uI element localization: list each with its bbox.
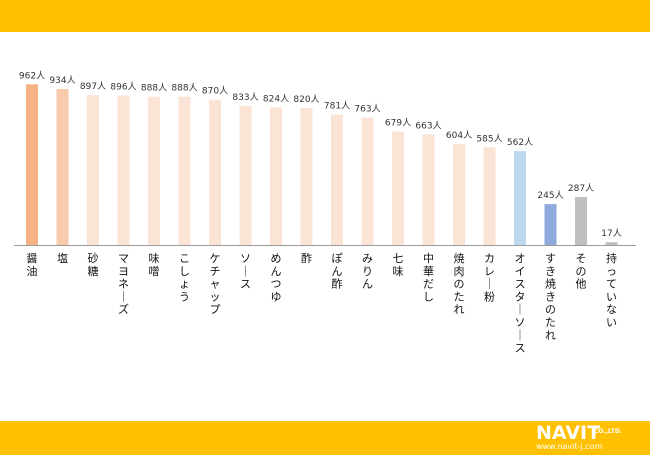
category-labels-group: 醤油 塩 砂糖 マヨネ｜ズ 味噌 こしょう ケチャップ ソ｜ス めんつゆ 酢 ぽん酢 みりん 七味 中華だ…	[27, 251, 618, 355]
bar-10	[300, 108, 313, 245]
logo-suffix: CO.,LTD.	[594, 428, 623, 435]
bar-13	[392, 131, 404, 245]
value-label-13: 679人	[385, 118, 411, 129]
bar-11	[331, 114, 343, 245]
value-labels-group: 962人 934人 897人 896人 888人 888人 870人 833人 824人 820人…	[19, 70, 622, 239]
category-label-16: カレ｜粉	[484, 252, 495, 303]
category-label-10: 酢	[301, 251, 312, 265]
value-label-15: 604人	[446, 130, 472, 141]
category-label-9: めんつゆ	[271, 252, 282, 303]
category-label-6: こしょう	[179, 252, 190, 303]
value-label-4: 896人	[110, 81, 136, 92]
value-label-5: 888人	[141, 83, 167, 94]
value-label-7: 870人	[202, 86, 228, 97]
value-label-16: 585人	[476, 133, 502, 144]
bar-3	[87, 95, 99, 246]
value-label-17: 562人	[507, 137, 533, 148]
value-label-12: 763人	[354, 104, 380, 115]
bar-7	[209, 99, 221, 246]
category-label-17: オイスタ｜ソ｜ス	[515, 252, 526, 355]
value-label-3: 897人	[80, 81, 106, 92]
bar-15	[453, 144, 465, 245]
category-label-4: マヨネ｜ズ	[118, 252, 129, 316]
category-label-19: その他	[576, 252, 587, 291]
logo-brand: NAVIT	[536, 422, 601, 444]
bar-12	[361, 117, 374, 245]
top-banner	[0, 0, 650, 32]
value-label-10: 820人	[293, 94, 319, 105]
bar-18	[544, 204, 557, 245]
bars-group	[26, 84, 618, 246]
value-label-6: 888人	[171, 83, 197, 94]
value-label-8: 833人	[232, 92, 258, 103]
bar-9	[270, 107, 282, 245]
category-label-3: 砂糖	[88, 252, 99, 278]
value-label-20: 17人	[601, 228, 621, 239]
category-label-20: 持っていない	[606, 251, 617, 329]
bar-20	[605, 242, 618, 245]
category-label-12: みりん	[362, 252, 373, 291]
bottom-banner	[0, 421, 650, 455]
value-label-19: 287人	[568, 183, 594, 194]
category-label-15: 焼肉のたれ	[454, 252, 465, 316]
bar-1	[26, 84, 38, 245]
bar-4	[117, 95, 130, 245]
bar-2	[56, 89, 69, 245]
category-label-5: 味噌	[149, 252, 160, 278]
value-label-2: 934人	[49, 75, 75, 86]
category-label-2: 塩	[57, 251, 68, 265]
company-logo: NAVIT CO.,LTD. www.navit-j.com	[536, 423, 646, 453]
bar-14	[422, 134, 435, 245]
category-label-14: 中華だし	[423, 252, 434, 303]
bar-6	[178, 96, 191, 245]
value-label-18: 245人	[537, 190, 563, 201]
category-label-7: ケチャップ	[210, 252, 221, 316]
value-label-9: 824人	[263, 93, 289, 104]
value-label-14: 663人	[415, 120, 441, 131]
value-label-1: 962人	[19, 70, 45, 81]
value-label-11: 781人	[324, 101, 350, 112]
category-label-18: すき焼きのたれ	[545, 252, 556, 342]
bar-5	[148, 96, 160, 245]
category-label-13: 七味	[393, 252, 404, 278]
logo-url: www.navit-j.com	[536, 442, 603, 451]
category-label-1: 醤油	[27, 251, 38, 278]
bar-19	[575, 197, 587, 245]
category-label-11: ぽん酢	[332, 252, 343, 291]
bar-8	[239, 105, 252, 245]
bar-17	[514, 151, 526, 245]
category-label-8: ソ｜ス	[240, 252, 251, 291]
bar-16	[483, 147, 496, 245]
